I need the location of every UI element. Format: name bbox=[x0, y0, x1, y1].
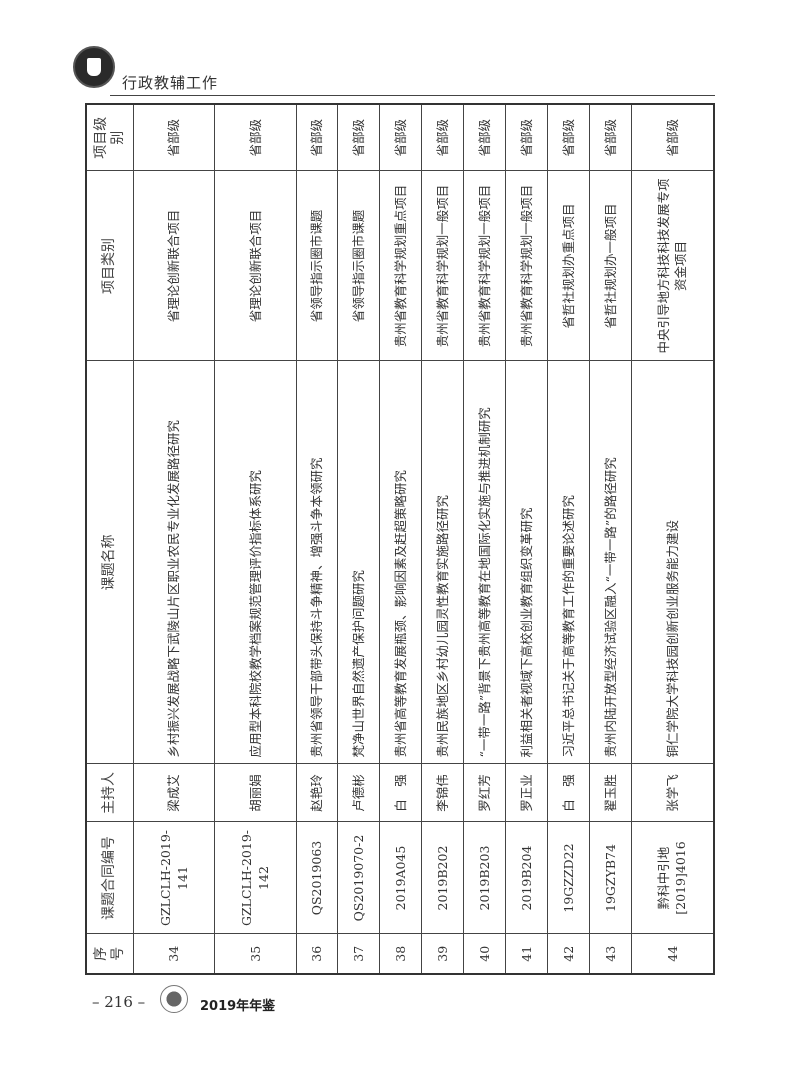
cell-contract-no: GZLCLH-2019-142 bbox=[214, 822, 296, 934]
cell-level: 省部级 bbox=[214, 104, 296, 171]
cell-index: 38 bbox=[379, 934, 422, 974]
header-divider bbox=[110, 95, 715, 96]
cell-contract-no: 19GZZD22 bbox=[547, 822, 590, 934]
cell-contract-no: 19GZYB74 bbox=[589, 822, 632, 934]
cell-contract-no: 2019B203 bbox=[463, 822, 506, 934]
cell-contract-no: QS2019070-2 bbox=[337, 822, 380, 934]
cell-host: 翟玉胜 bbox=[589, 764, 632, 822]
cell-level: 省部级 bbox=[463, 104, 506, 171]
project-table: 序号 课题合同编号 主持人 课题名称 项目类别 项目级别 34 GZLCLH-20… bbox=[85, 103, 715, 975]
cell-title: 应用型本科院校教学档案规范管理评价指标体系研究 bbox=[214, 361, 296, 764]
table-row: 38 2019A045 白 强贵州省高等教育发展瓶颈、影响因素及赶超策略研究 贵州省教… bbox=[379, 104, 422, 974]
table-row: 44 黔科中引地[2019]4016 张学飞 铜仁学院大学科技园创新创业服务能力建设中… bbox=[631, 104, 714, 974]
col-header-level: 项目级别 bbox=[86, 104, 133, 171]
cell-index: 41 bbox=[505, 934, 548, 974]
cell-level: 省部级 bbox=[296, 104, 338, 171]
cell-contract-no: QS2019063 bbox=[296, 822, 338, 934]
cell-contract-no: 2019A045 bbox=[379, 822, 422, 934]
cell-category: 贵州省教育科学规划重点项目 bbox=[379, 171, 422, 361]
cell-index: 35 bbox=[214, 934, 296, 974]
cell-category: 省理论创新联合项目 bbox=[214, 171, 296, 361]
cell-title: 习近平总书记关于高等教育工作的重要论述研究 bbox=[547, 361, 590, 764]
cell-title: 贵州民族地区乡村幼儿园灵性教育实施路径研究 bbox=[421, 361, 464, 764]
table-row: 36 QS2019063 赵艳玲 贵州省领导干部带头保持斗争精神、增强斗争本领研究 省领… bbox=[296, 104, 338, 974]
cell-host: 张学飞 bbox=[631, 764, 714, 822]
col-header-index: 序号 bbox=[86, 934, 133, 974]
table-row: 34 GZLCLH-2019-141 梁成艾 乡村振兴发展战略下武陵山片区职业农民专业… bbox=[133, 104, 215, 974]
cell-host: 白 强 bbox=[547, 764, 590, 822]
table-row: 41 2019B204 罗正业 利益相关者视域下高校创业教育组织变革研究 贵州省教育科学… bbox=[505, 104, 548, 974]
cell-index: 43 bbox=[589, 934, 632, 974]
cell-host: 梁成艾 bbox=[133, 764, 215, 822]
cell-title: 利益相关者视域下高校创业教育组织变革研究 bbox=[505, 361, 548, 764]
cell-category: 省领导指示圈市课题 bbox=[296, 171, 338, 361]
table-row: 40 2019B203 罗红芳 “一带一路”背景下贵州高等教育在地国际化实施与推进机制… bbox=[463, 104, 506, 974]
table-row: 43 19GZYB74 翟玉胜 贵州内陆开放型经济试验区融入“一带一路”的路径研究 省哲… bbox=[589, 104, 632, 974]
cell-index: 34 bbox=[133, 934, 215, 974]
table-row: 37 QS2019070-2 卢德彬 梵净山世界自然遗产保护问题研究 省领导指示圈市课题… bbox=[337, 104, 380, 974]
university-logo bbox=[73, 46, 115, 88]
cell-host: 罗红芳 bbox=[463, 764, 506, 822]
cell-index: 44 bbox=[631, 934, 714, 974]
cell-contract-no: 2019B204 bbox=[505, 822, 548, 934]
cell-title: 梵净山世界自然遗产保护问题研究 bbox=[337, 361, 380, 764]
cell-category: 省理论创新联合项目 bbox=[133, 171, 215, 361]
yearbook-emblem-icon bbox=[160, 985, 188, 1013]
cell-contract-no: GZLCLH-2019-141 bbox=[133, 822, 215, 934]
col-header-category: 项目类别 bbox=[86, 171, 133, 361]
cell-title: “一带一路”背景下贵州高等教育在地国际化实施与推进机制研究 bbox=[463, 361, 506, 764]
cell-level: 省部级 bbox=[547, 104, 590, 171]
col-header-host: 主持人 bbox=[86, 764, 133, 822]
cell-level: 省部级 bbox=[589, 104, 632, 171]
cell-category: 贵州省教育科学规划一般项目 bbox=[463, 171, 506, 361]
table-row: 35 GZLCLH-2019-142 胡丽娟 应用型本科院校教学档案规范管理评价指标体… bbox=[214, 104, 296, 974]
cell-category: 贵州省教育科学规划一般项目 bbox=[505, 171, 548, 361]
section-title: 行政教辅工作 bbox=[122, 74, 219, 92]
cell-category: 省哲社规划办重点项目 bbox=[547, 171, 590, 361]
cell-title: 贵州省领导干部带头保持斗争精神、增强斗争本领研究 bbox=[296, 361, 338, 764]
cell-title: 贵州省高等教育发展瓶颈、影响因素及赶超策略研究 bbox=[379, 361, 422, 764]
table-header-row: 序号 课题合同编号 主持人 课题名称 项目类别 项目级别 bbox=[86, 104, 133, 974]
cell-index: 39 bbox=[421, 934, 464, 974]
table-row: 42 19GZZD22 白 强习近平总书记关于高等教育工作的重要论述研究 省哲社规划办… bbox=[547, 104, 590, 974]
cell-category: 贵州省教育科学规划一般项目 bbox=[421, 171, 464, 361]
cell-level: 省部级 bbox=[337, 104, 380, 171]
table-row: 39 2019B202 李锦伟 贵州民族地区乡村幼儿园灵性教育实施路径研究 贵州省教育科… bbox=[421, 104, 464, 974]
cell-title: 贵州内陆开放型经济试验区融入“一带一路”的路径研究 bbox=[589, 361, 632, 764]
cell-host: 白 强 bbox=[379, 764, 422, 822]
cell-index: 36 bbox=[296, 934, 338, 974]
cell-level: 省部级 bbox=[505, 104, 548, 171]
cell-host: 李锦伟 bbox=[421, 764, 464, 822]
cell-category: 省哲社规划办一般项目 bbox=[589, 171, 632, 361]
cell-title: 铜仁学院大学科技园创新创业服务能力建设 bbox=[631, 361, 714, 764]
cell-category: 省领导指示圈市课题 bbox=[337, 171, 380, 361]
cell-level: 省部级 bbox=[421, 104, 464, 171]
cell-index: 37 bbox=[337, 934, 380, 974]
cell-level: 省部级 bbox=[379, 104, 422, 171]
cell-contract-no: 黔科中引地[2019]4016 bbox=[631, 822, 714, 934]
cell-index: 40 bbox=[463, 934, 506, 974]
page-number: – 216 – bbox=[92, 993, 146, 1011]
col-header-contract-no: 课题合同编号 bbox=[86, 822, 133, 934]
cell-level: 省部级 bbox=[631, 104, 714, 171]
cell-category: 中央引导地方科技科技发展专项资金项目 bbox=[631, 171, 714, 361]
cell-host: 胡丽娟 bbox=[214, 764, 296, 822]
cell-host: 赵艳玲 bbox=[296, 764, 338, 822]
cell-index: 42 bbox=[547, 934, 590, 974]
cell-host: 卢德彬 bbox=[337, 764, 380, 822]
cell-title: 乡村振兴发展战略下武陵山片区职业农民专业化发展路径研究 bbox=[133, 361, 215, 764]
cell-host: 罗正业 bbox=[505, 764, 548, 822]
cell-contract-no: 2019B202 bbox=[421, 822, 464, 934]
col-header-title: 课题名称 bbox=[86, 361, 133, 764]
cell-level: 省部级 bbox=[133, 104, 215, 171]
yearbook-title: 2019年年鉴 bbox=[200, 999, 276, 1014]
